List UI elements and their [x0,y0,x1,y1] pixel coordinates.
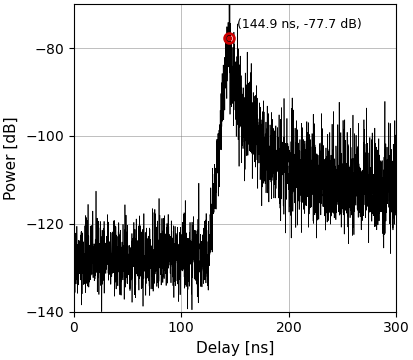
X-axis label: Delay [ns]: Delay [ns] [195,341,273,356]
Y-axis label: Power [dB]: Power [dB] [4,116,19,200]
Text: (144.9 ns, -77.7 dB): (144.9 ns, -77.7 dB) [236,18,361,31]
